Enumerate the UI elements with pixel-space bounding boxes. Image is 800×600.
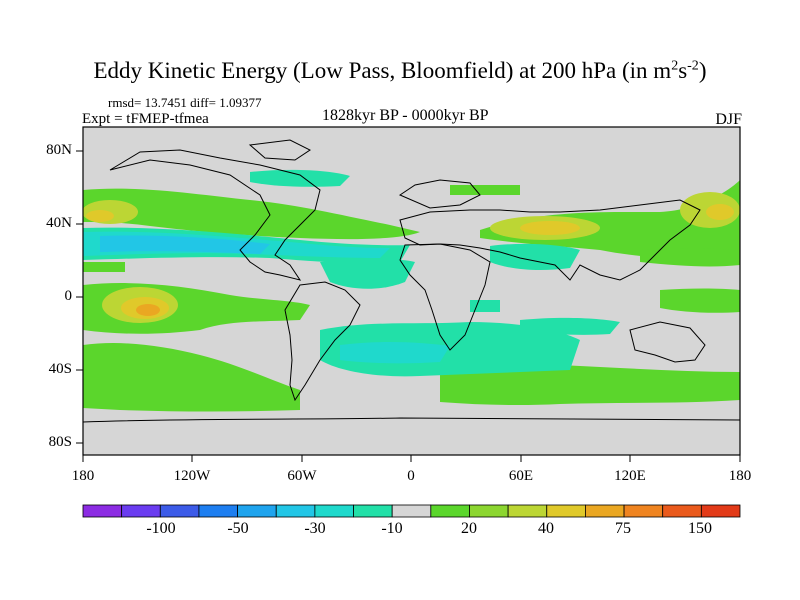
contour-region (250, 169, 350, 187)
colorbar-swatch (198, 504, 238, 518)
colorbar-swatch (430, 504, 470, 518)
colorbar-swatch (623, 504, 664, 518)
colorbar-swatch (469, 504, 509, 518)
experiment-label: Expt = tFMEP-tfmea (82, 111, 209, 127)
contour-region (450, 185, 520, 195)
stats-label: rmsd= 13.7451 diff= 1.09377 (108, 95, 262, 110)
lat-tick-label: 40S (48, 361, 72, 377)
contour-region (660, 288, 740, 313)
colorbar-label: 75 (615, 520, 631, 537)
colorbar-label: -100 (146, 520, 176, 537)
colorbar-swatch (700, 504, 741, 518)
colorbar-swatch (585, 504, 625, 518)
lon-tick-label: 0 (407, 468, 415, 484)
contour-region (83, 262, 125, 272)
colorbar-swatch (662, 504, 702, 518)
lon-tick-label: 180 (71, 468, 95, 484)
colorbar-label: 150 (688, 520, 712, 537)
contour-region (340, 342, 450, 364)
contour-region (136, 304, 160, 316)
colorbar-label: 40 (538, 520, 554, 537)
contour-region (520, 221, 580, 235)
colorbar (82, 504, 741, 518)
lon-tick-label: 120W (173, 468, 211, 484)
lon-tick-label: 120E (614, 468, 646, 484)
colorbar-label: -50 (227, 520, 249, 537)
lon-tick-label: 60E (508, 468, 534, 484)
contour-region (640, 248, 740, 267)
colorbar-swatch (275, 504, 316, 518)
colorbar-swatch (314, 504, 354, 518)
colorbar-swatch (237, 504, 277, 518)
colorbar-swatch (391, 504, 432, 518)
lon-tick-label: 60W (287, 468, 317, 484)
contour-region (440, 364, 740, 406)
lat-tick-label: 40N (46, 215, 72, 231)
contour-region (320, 259, 415, 289)
eddy-field (83, 139, 740, 423)
contour-region (520, 317, 620, 335)
lon-tick-label: 180 (728, 468, 752, 484)
colorbar-swatch (353, 504, 393, 518)
colorbar-label: 20 (461, 520, 477, 537)
lat-tick-label: 80N (46, 142, 72, 158)
contour-region (490, 243, 580, 270)
period-label: 1828kyr BP - 0000kyr BP (322, 107, 489, 124)
colorbar-label: -10 (381, 520, 403, 537)
colorbar-label: -30 (304, 520, 326, 537)
axis-ticks (76, 150, 741, 462)
colorbar-swatch (159, 504, 200, 518)
coastlines (83, 139, 740, 423)
colorbar-swatch (121, 504, 161, 518)
colorbar-swatch (507, 504, 548, 518)
map-title: Eddy Kinetic Energy (Low Pass, Bloomfiel… (93, 58, 707, 83)
lat-tick-label: 80S (48, 434, 72, 450)
colorbar-swatch (546, 504, 586, 518)
contour-region (100, 235, 270, 254)
contour-region (86, 210, 114, 222)
colorbar-swatch (82, 504, 123, 518)
season-label: DJF (715, 111, 742, 128)
contour-region (83, 343, 300, 412)
contour-region (83, 188, 420, 240)
contour-region (706, 204, 734, 220)
lat-tick-label: 0 (64, 288, 73, 304)
